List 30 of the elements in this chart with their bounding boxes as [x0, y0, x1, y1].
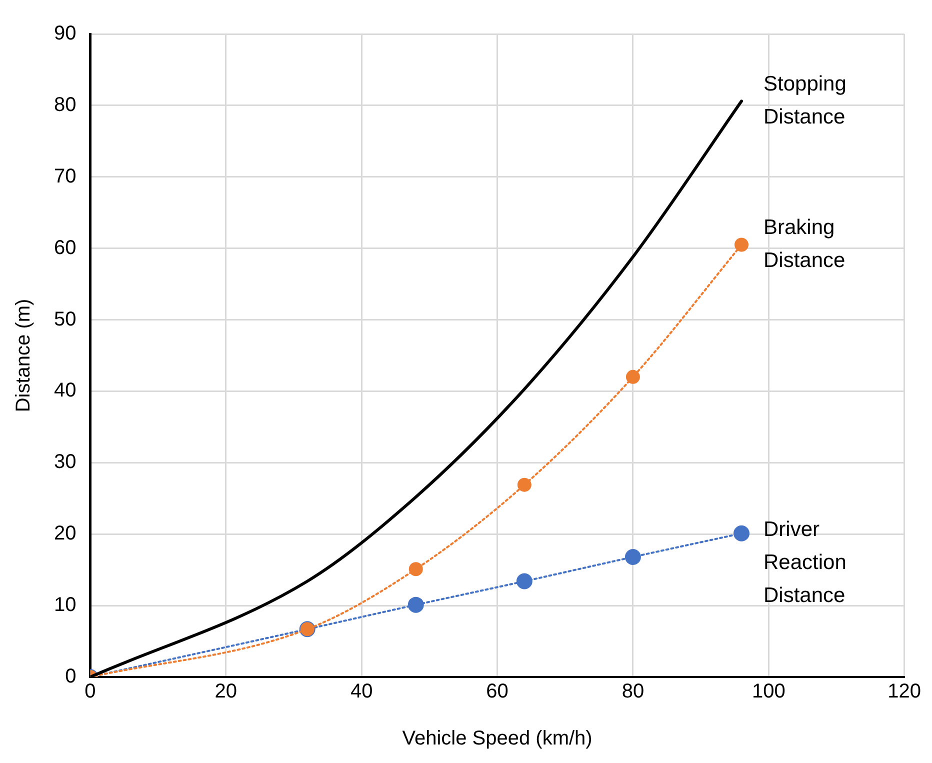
- x-axis-title: Vehicle Speed (km/h): [402, 728, 592, 750]
- x-tick-label: 100: [752, 680, 786, 703]
- x-tick-label: 40: [350, 680, 373, 703]
- point: [408, 596, 424, 613]
- x-tick-label: 0: [84, 680, 96, 703]
- point: [408, 562, 423, 576]
- y-tick-label: 40: [54, 380, 76, 402]
- point: [517, 478, 532, 492]
- x-tick-label: 60: [486, 680, 508, 703]
- x-tick-label: 80: [622, 680, 644, 703]
- y-tick-label: 50: [54, 308, 76, 330]
- series-label: Braking Distance: [764, 216, 846, 272]
- y-tick-label: 80: [54, 94, 76, 116]
- point: [516, 573, 532, 590]
- y-tick-label: 20: [54, 522, 76, 545]
- y-axis-title: Distance (m): [12, 298, 35, 412]
- y-tick-label: 10: [54, 594, 76, 616]
- y-tick-label: 90: [54, 22, 76, 45]
- point: [734, 238, 748, 252]
- x-tick-label: 20: [214, 680, 238, 703]
- y-tick-label: 0: [65, 666, 76, 688]
- point: [734, 525, 750, 542]
- y-tick-label: 60: [54, 236, 76, 259]
- point: [624, 548, 641, 565]
- series-label: Stopping Distance: [764, 72, 846, 128]
- y-tick-label: 70: [54, 165, 76, 188]
- y-tick-label: 30: [54, 451, 76, 474]
- x-tick-label: 120: [888, 680, 922, 703]
- point: [626, 370, 640, 384]
- series-label: Driver Reaction Distance: [764, 518, 846, 607]
